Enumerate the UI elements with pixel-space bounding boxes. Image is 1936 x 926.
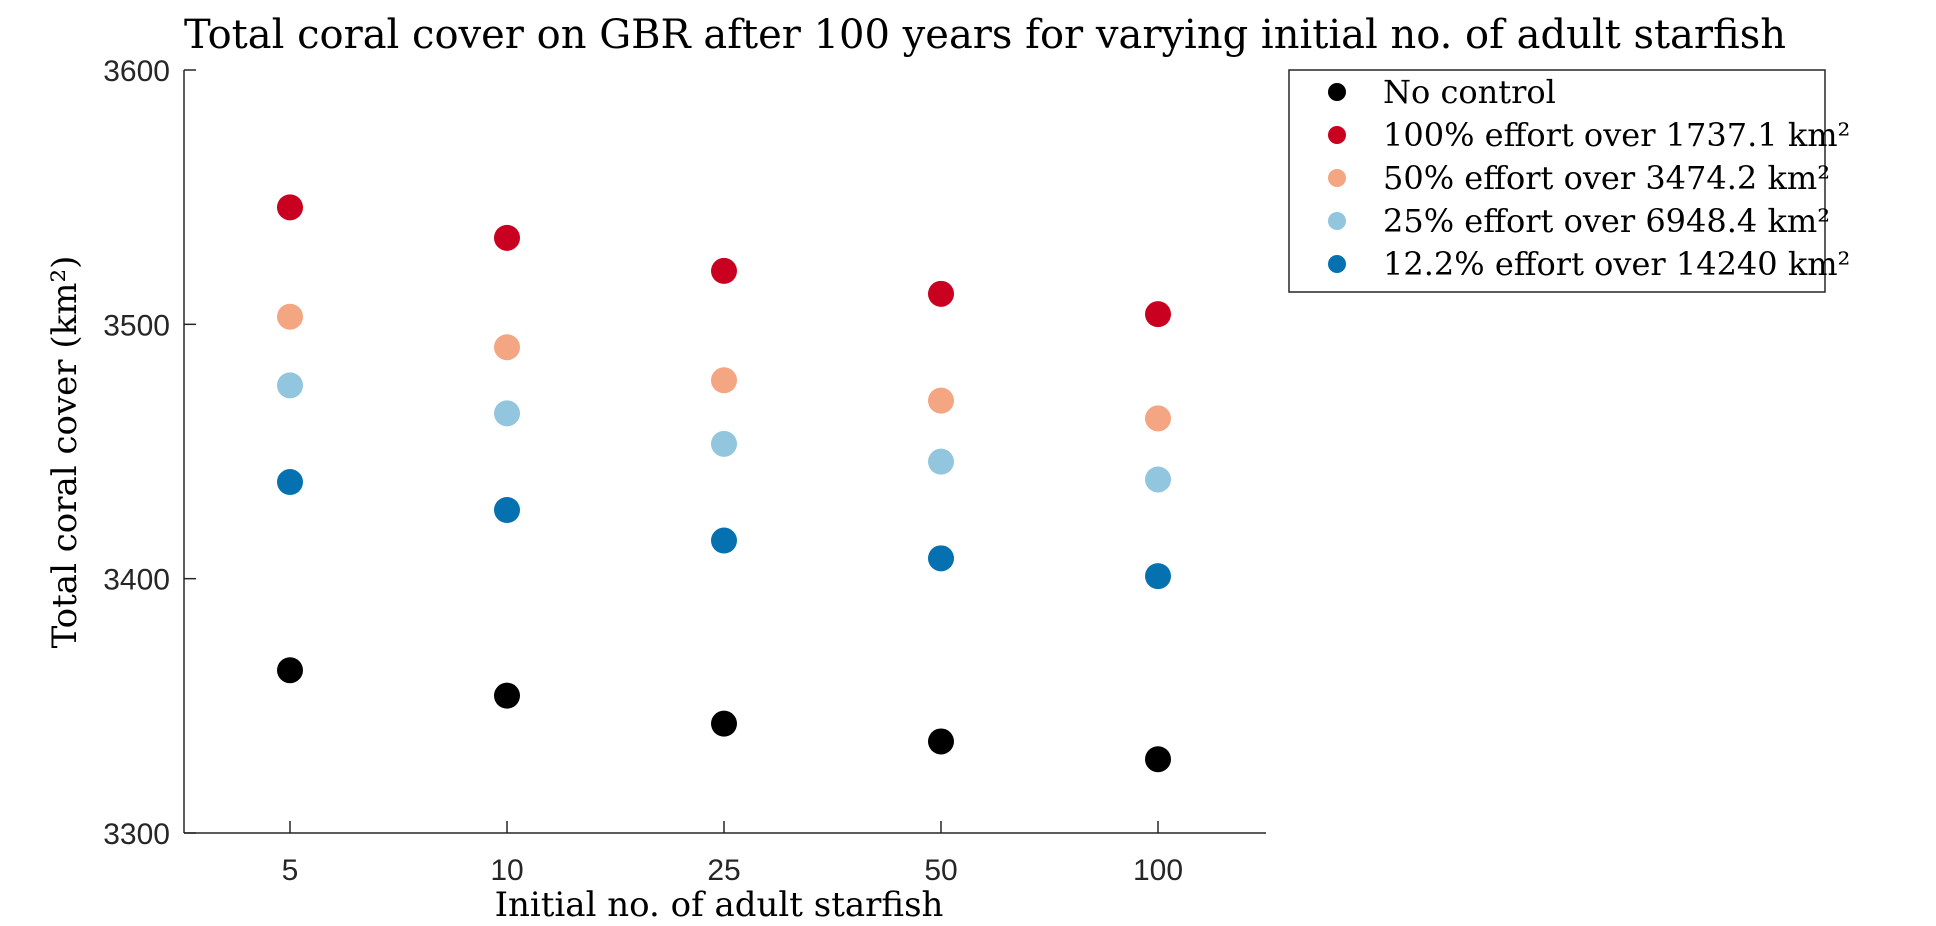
data-point: [928, 545, 954, 572]
chart-title: Total coral cover on GBR after 100 years…: [184, 12, 1786, 58]
legend-marker: [1328, 212, 1346, 230]
data-point: [928, 728, 954, 755]
data-point: [494, 682, 520, 709]
data-point: [494, 496, 520, 523]
data-point: [277, 657, 303, 684]
data-point: [711, 367, 737, 394]
legend-label: 100% effort over 1737.1 km²: [1383, 116, 1850, 154]
data-point: [494, 334, 520, 361]
y-tick-label: 3300: [103, 818, 170, 851]
data-point: [711, 430, 737, 457]
x-tick-label: 25: [707, 854, 740, 887]
legend-marker: [1328, 255, 1346, 273]
legend-box: [1288, 69, 1826, 293]
data-point: [1145, 746, 1171, 773]
legend-label: 12.2% effort over 14240 km²: [1383, 245, 1850, 283]
x-ticks: 5 10 25 50 100: [282, 821, 1183, 887]
data-point: [928, 448, 954, 475]
legend-label: 25% effort over 6948.4 km²: [1383, 202, 1830, 240]
y-tick-label: 3400: [103, 564, 170, 597]
legend-label: 50% effort over 3474.2 km²: [1383, 159, 1830, 197]
legend-label: No control: [1383, 73, 1556, 111]
axes: [183, 70, 1266, 834]
y-axis-label: Total coral cover (km²): [45, 256, 85, 649]
data-point: [711, 710, 737, 737]
x-axis-label: Initial no. of adult starfish: [495, 885, 944, 925]
y-tick-label: 3500: [103, 309, 170, 342]
data-point: [277, 469, 303, 496]
y-tick-label: 3600: [103, 55, 170, 88]
legend-marker: [1328, 169, 1346, 187]
data-point: [1145, 301, 1171, 328]
x-tick-label: 100: [1133, 854, 1183, 887]
y-ticks: 3300 3400 3500 3600: [103, 55, 196, 851]
data-point: [1145, 466, 1171, 493]
data-point: [928, 387, 954, 414]
legend: No control 100% effort over 1737.1 km² 50%…: [1288, 69, 1850, 293]
data-point: [928, 280, 954, 307]
legend-marker: [1328, 126, 1346, 144]
legend-marker: [1328, 83, 1346, 101]
data-points: [277, 194, 1171, 773]
data-point: [711, 527, 737, 554]
x-tick-label: 10: [490, 854, 523, 887]
data-point: [277, 194, 303, 221]
x-tick-label: 50: [924, 854, 957, 887]
data-point: [711, 257, 737, 284]
x-tick-label: 5: [282, 854, 299, 887]
data-point: [494, 400, 520, 427]
data-point: [277, 372, 303, 399]
data-point: [1145, 563, 1171, 590]
data-point: [277, 303, 303, 330]
data-point: [1145, 405, 1171, 432]
data-point: [494, 224, 520, 251]
